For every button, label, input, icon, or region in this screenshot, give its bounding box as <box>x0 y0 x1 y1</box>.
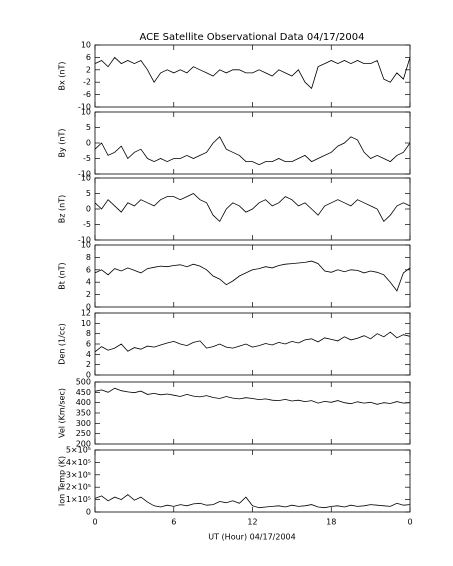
panel-frame <box>94 244 411 308</box>
data-line <box>94 136 411 166</box>
y-tick-label: -10 <box>78 170 91 179</box>
data-line <box>94 331 411 353</box>
y-tick-label: 250 <box>76 429 91 438</box>
data-line <box>94 494 411 509</box>
y-tick-label: 2×10⁵ <box>66 483 91 492</box>
y-tick-label: 0 <box>86 303 91 312</box>
y-tick-label: 2 <box>86 360 91 369</box>
data-line <box>94 56 411 90</box>
panel-frame <box>94 381 411 445</box>
y-tick-label: 10 <box>81 108 91 117</box>
y-tick-label: 0 <box>86 508 91 517</box>
y-axis-label: Ion Temp (K) <box>58 456 67 506</box>
y-tick-label: -10 <box>78 103 91 112</box>
y-tick-label: 6 <box>86 53 91 62</box>
y-tick-label: 4 <box>86 350 91 359</box>
y-tick-label: -10 <box>78 236 91 245</box>
x-tick-label: 18 <box>326 518 336 527</box>
panel-frame <box>94 312 411 376</box>
y-tick-label: 2 <box>86 290 91 299</box>
chart-title: ACE Satellite Observational Data 04/17/2… <box>140 32 365 43</box>
y-tick-label: 400 <box>76 398 91 407</box>
x-tick-label: 6 <box>171 518 176 527</box>
y-tick-label: 5 <box>86 123 91 132</box>
y-axis-label: Bz (nT) <box>58 195 67 223</box>
y-tick-label: 1×10⁵ <box>66 495 91 504</box>
x-axis-label: UT (Hour) 04/17/2004 <box>208 533 295 542</box>
y-tick-label: 10 <box>81 174 91 183</box>
y-tick-label: 0 <box>86 371 91 380</box>
y-axis-label: Bx (nT) <box>58 62 67 91</box>
y-tick-label: 12 <box>81 309 91 318</box>
y-axis-label: Bt (nT) <box>58 262 67 289</box>
y-tick-label: -2 <box>83 78 91 87</box>
data-line <box>94 260 411 292</box>
x-tick-label: 0 <box>92 518 97 527</box>
y-tick-label: 10 <box>81 41 91 50</box>
x-tick-label: 0 <box>407 518 412 527</box>
y-tick-label: 6 <box>86 340 91 349</box>
y-axis-label: By (nT) <box>58 129 67 158</box>
y-tick-label: 2 <box>86 65 91 74</box>
y-tick-label: 5×10⁵ <box>66 446 91 455</box>
y-tick-label: 10 <box>81 241 91 250</box>
y-tick-label: 450 <box>76 388 91 397</box>
y-tick-label: 8 <box>86 253 91 262</box>
y-tick-label: 0 <box>86 205 91 214</box>
y-axis-label: Vel (Km/sec) <box>58 388 67 438</box>
y-tick-label: 6 <box>86 265 91 274</box>
data-line <box>94 387 411 405</box>
panel-frame <box>94 111 411 175</box>
y-tick-label: 0 <box>86 139 91 148</box>
data-line <box>94 193 411 223</box>
y-tick-label: -6 <box>83 90 91 99</box>
y-tick-label: 4 <box>86 278 91 287</box>
y-tick-label: 5 <box>86 189 91 198</box>
y-tick-label: 10 <box>81 319 91 328</box>
x-tick-label: 12 <box>247 518 257 527</box>
y-tick-label: 4×10⁵ <box>66 458 91 467</box>
y-tick-label: 200 <box>76 440 91 449</box>
y-tick-label: 350 <box>76 409 91 418</box>
y-axis-label: Den (1/cc) <box>58 323 67 365</box>
y-tick-label: -5 <box>83 220 91 229</box>
y-tick-label: 500 <box>76 378 91 387</box>
y-tick-label: 3×10⁵ <box>66 470 91 479</box>
y-tick-label: 300 <box>76 419 91 428</box>
panel-frame <box>94 44 411 108</box>
y-tick-label: -5 <box>83 154 91 163</box>
panel-frame <box>94 449 411 513</box>
y-tick-label: 8 <box>86 329 91 338</box>
